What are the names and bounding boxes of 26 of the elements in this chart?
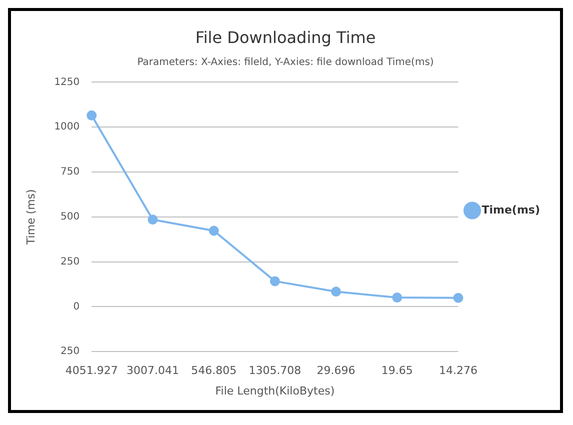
chart-subtitle: Parameters: X-Axies: fileld, Y-Axies: file download Time(ms) — [137, 56, 434, 68]
x-tick-label: 3007.041 — [126, 364, 179, 378]
point — [148, 214, 158, 225]
point — [331, 286, 342, 297]
x-axis-title: File Length(KiloBytes) — [215, 384, 335, 398]
y-tick-label: 250 — [60, 256, 80, 268]
x-tick-label: 1305.708 — [248, 364, 302, 378]
y-axis-title: Time (ms) — [24, 189, 38, 246]
x-tick-label: 19.65 — [381, 364, 413, 378]
x-tick-label: 546.805 — [191, 364, 237, 378]
y-tick-label: 0 — [73, 301, 80, 312]
x-tick-label: 14.276 — [438, 364, 478, 378]
y-tick-label: 750 — [60, 166, 80, 178]
y-tick-label: 250 — [60, 346, 80, 358]
legend-label: Time(ms) — [482, 203, 540, 216]
x-tick-label: 4051.927 — [65, 364, 118, 378]
point — [208, 226, 219, 236]
point — [392, 292, 402, 303]
point — [86, 110, 97, 120]
y-tick-label: 1000 — [54, 122, 80, 133]
x-tick-label: 29.696 — [316, 364, 356, 378]
point — [270, 276, 280, 286]
y-tick-label: 500 — [60, 211, 80, 222]
chart-title: File Downloading Time — [195, 28, 376, 47]
point — [453, 292, 464, 303]
y-tick-label: 1250 — [54, 76, 80, 88]
